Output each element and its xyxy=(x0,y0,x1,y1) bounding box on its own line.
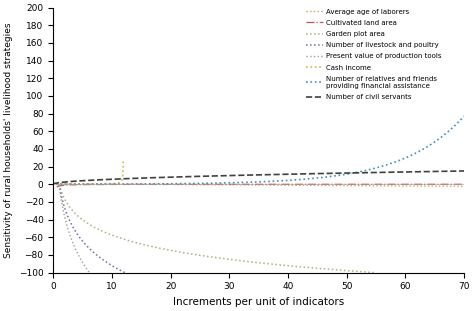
Cash income xyxy=(53,182,59,186)
Garden plot area xyxy=(330,268,336,272)
Number of livestock and poultry xyxy=(80,239,85,243)
Y-axis label: Sensitivity of rural households' livelihood strategies: Sensitivity of rural households' livelih… xyxy=(4,22,13,258)
Number of civil servants xyxy=(50,182,56,186)
Cultivated land area xyxy=(299,183,305,186)
Garden plot area xyxy=(56,183,62,186)
Present value of production tools xyxy=(56,183,62,187)
Legend: Average age of laborers, Cultivated land area, Garden plot area, Number of lives: Average age of laborers, Cultivated land… xyxy=(303,6,445,103)
Cash income xyxy=(80,182,86,186)
Present value of production tools xyxy=(61,210,66,213)
Number of civil servants xyxy=(461,169,467,173)
Number of relatives and friends
providing financial assistance xyxy=(53,182,59,186)
Garden plot area xyxy=(371,271,376,274)
Line: Average age of laborers: Average age of laborers xyxy=(56,184,464,186)
Number of livestock and poultry xyxy=(122,271,128,274)
Average age of laborers xyxy=(378,184,383,188)
Garden plot area xyxy=(109,233,115,237)
Cultivated land area xyxy=(283,183,288,186)
Number of civil servants xyxy=(318,172,323,175)
Cultivated land area xyxy=(319,183,325,186)
Number of livestock and poultry xyxy=(76,234,82,238)
Present value of production tools xyxy=(58,195,64,198)
Number of livestock and poultry xyxy=(92,252,98,256)
Cash income xyxy=(120,174,126,178)
Line: Number of livestock and poultry: Number of livestock and poultry xyxy=(59,185,125,272)
Line: Number of civil servants: Number of civil servants xyxy=(53,171,464,184)
Number of civil servants xyxy=(388,170,394,174)
Cultivated land area xyxy=(461,183,467,186)
Garden plot area xyxy=(225,257,231,261)
Number of livestock and poultry xyxy=(56,183,62,187)
Cash income xyxy=(94,182,100,186)
Number of civil servants xyxy=(297,172,302,176)
Number of relatives and friends
providing financial assistance xyxy=(341,173,346,177)
Number of relatives and friends
providing financial assistance xyxy=(392,160,398,164)
Cash income xyxy=(93,182,99,186)
Number of livestock and poultry xyxy=(60,199,65,203)
Average age of laborers xyxy=(392,184,398,188)
Cultivated land area xyxy=(237,183,242,186)
Line: Cash income: Cash income xyxy=(56,160,123,184)
Line: Cultivated land area: Cultivated land area xyxy=(57,184,464,187)
Cultivated land area xyxy=(395,183,401,186)
Cultivated land area xyxy=(54,185,60,189)
Line: Number of relatives and friends
providing financial assistance: Number of relatives and friends providin… xyxy=(56,116,464,184)
Garden plot area xyxy=(323,267,329,271)
Cash income xyxy=(120,158,126,162)
Average age of laborers xyxy=(53,182,59,186)
Cash income xyxy=(98,182,104,186)
Number of civil servants xyxy=(207,174,213,178)
Line: Present value of production tools: Present value of production tools xyxy=(59,185,89,272)
Number of livestock and poultry xyxy=(91,250,96,254)
Number of relatives and friends
providing financial assistance xyxy=(461,114,467,118)
Number of civil servants xyxy=(357,171,363,175)
Average age of laborers xyxy=(339,184,345,188)
Line: Garden plot area: Garden plot area xyxy=(59,184,374,272)
Present value of production tools xyxy=(65,226,71,230)
Number of relatives and friends
providing financial assistance xyxy=(378,165,383,169)
Cultivated land area xyxy=(125,183,131,186)
Number of relatives and friends
providing financial assistance xyxy=(119,182,125,186)
Present value of production tools xyxy=(58,198,64,202)
Present value of production tools xyxy=(76,255,82,258)
Average age of laborers xyxy=(341,184,346,188)
Present value of production tools xyxy=(86,271,92,274)
Garden plot area xyxy=(333,268,338,272)
Cash income xyxy=(99,182,104,186)
Number of relatives and friends
providing financial assistance xyxy=(161,182,167,186)
Average age of laborers xyxy=(461,184,467,188)
Average age of laborers xyxy=(161,183,167,186)
Number of relatives and friends
providing financial assistance xyxy=(339,173,345,177)
Garden plot area xyxy=(207,255,213,259)
Average age of laborers xyxy=(119,182,125,186)
Number of civil servants xyxy=(125,177,131,180)
X-axis label: Increments per unit of indicators: Increments per unit of indicators xyxy=(173,297,344,307)
Number of livestock and poultry xyxy=(91,251,97,254)
Present value of production tools xyxy=(81,262,86,266)
